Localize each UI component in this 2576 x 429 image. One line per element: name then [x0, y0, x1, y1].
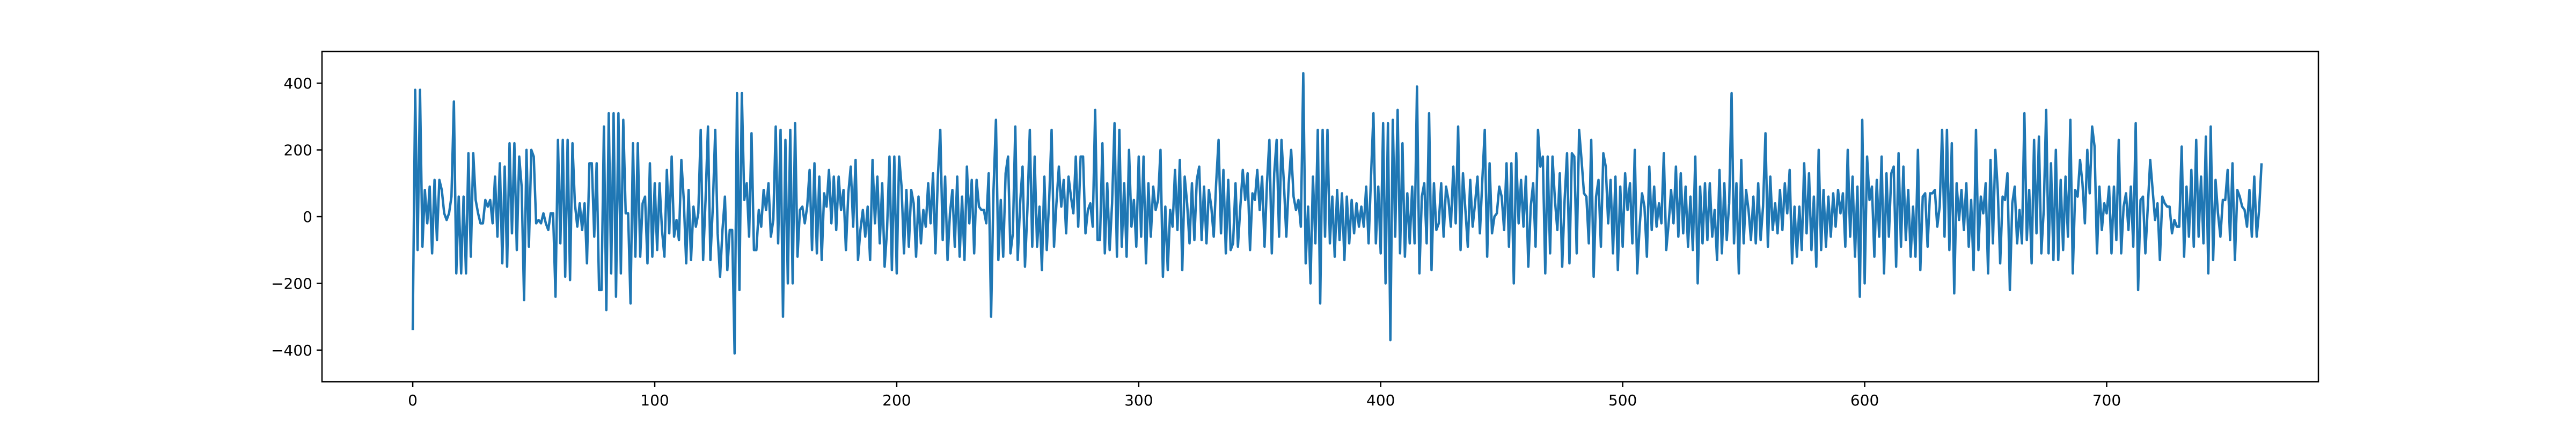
- x-tick-label: 300: [1124, 391, 1153, 409]
- y-tick-label: 400: [284, 75, 312, 92]
- x-tick-label: 700: [2092, 391, 2121, 409]
- series-line-0: [411, 72, 2263, 355]
- x-tick-label: 200: [882, 391, 911, 409]
- y-axis: −400 −200 0 200 400: [271, 75, 322, 359]
- x-tick-label: 100: [640, 391, 669, 409]
- y-tick-label: −200: [271, 275, 312, 292]
- y-tick-label: −400: [271, 342, 312, 359]
- x-tick-label: 0: [408, 391, 418, 409]
- x-tick-label: 500: [1608, 391, 1637, 409]
- x-axis: 0 100 200 300 400 500 600 700: [408, 382, 2121, 409]
- x-tick-label: 600: [1850, 391, 1879, 409]
- series-layer: [411, 72, 2263, 355]
- y-tick-label: 0: [303, 208, 312, 226]
- x-tick-label: 400: [1366, 391, 1395, 409]
- y-tick-label: 200: [284, 142, 312, 159]
